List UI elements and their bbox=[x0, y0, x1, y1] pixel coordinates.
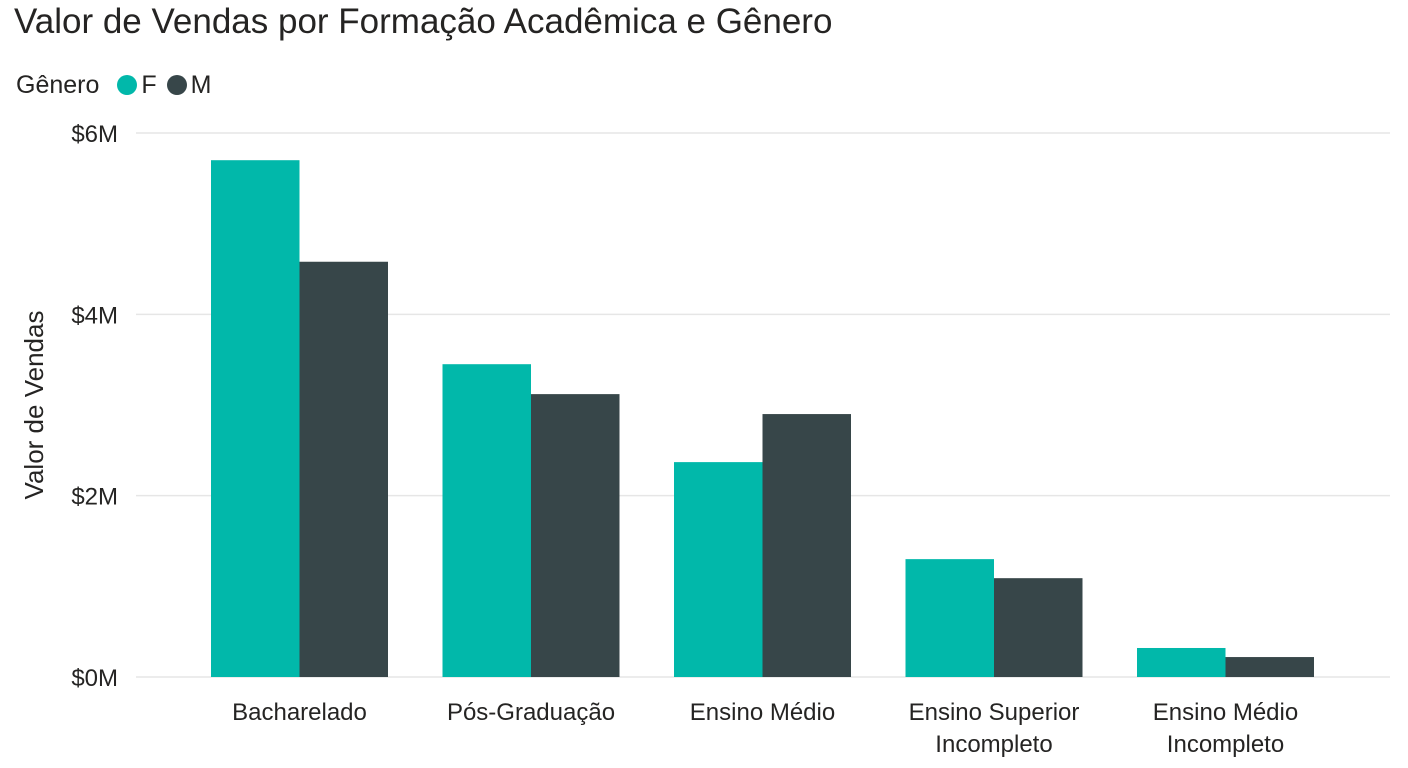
bar-f-4[interactable] bbox=[1137, 647, 1226, 677]
legend-item-m[interactable]: M bbox=[166, 70, 212, 100]
x-tick-label: Ensino Médio bbox=[1153, 699, 1298, 726]
bar-m-4[interactable] bbox=[1225, 657, 1315, 677]
bar-f-3[interactable] bbox=[905, 559, 995, 677]
x-tick-label: Incompleto bbox=[935, 731, 1052, 758]
y-tick-label: $6M bbox=[71, 121, 118, 148]
legend: Gênero F M bbox=[16, 68, 222, 102]
bar-f-1[interactable] bbox=[442, 364, 532, 677]
y-tick-label: $4M bbox=[71, 302, 118, 329]
x-tick-label: Incompleto bbox=[1167, 731, 1284, 758]
legend-title: Gênero bbox=[16, 70, 100, 99]
chart-title: Valor de Vendas por Formação Acadêmica e… bbox=[14, 2, 833, 41]
bar-f-0[interactable] bbox=[211, 160, 300, 677]
legend-item-f[interactable]: F bbox=[117, 70, 157, 100]
x-tick-label: Pós-Graduação bbox=[447, 699, 615, 726]
bar-m-3[interactable] bbox=[994, 578, 1083, 677]
legend-label-m: M bbox=[190, 70, 212, 99]
bar-m-0[interactable] bbox=[299, 261, 389, 677]
x-tick-label: Ensino Superior bbox=[909, 699, 1080, 726]
y-tick-label: $0M bbox=[71, 665, 118, 692]
y-tick-label: $2M bbox=[71, 484, 118, 511]
legend-marker-f bbox=[117, 75, 138, 95]
legend-label-f: F bbox=[141, 70, 157, 99]
legend-marker-m bbox=[166, 75, 187, 95]
x-tick-label: Ensino Médio bbox=[690, 699, 835, 726]
bar-m-1[interactable] bbox=[531, 394, 620, 677]
x-tick-label: Bacharelado bbox=[232, 699, 367, 726]
bar-f-2[interactable] bbox=[674, 462, 763, 677]
y-axis-title: Valor de Vendas bbox=[19, 311, 49, 500]
bar-m-2[interactable] bbox=[762, 414, 852, 677]
